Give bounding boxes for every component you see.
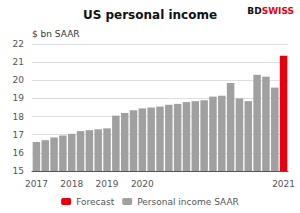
- svg-text:2017: 2017: [25, 179, 48, 189]
- svg-text:2020: 2020: [131, 179, 154, 189]
- svg-text:2019: 2019: [96, 179, 119, 189]
- svg-text:17: 17: [13, 130, 24, 140]
- svg-text:BD: BD: [247, 6, 261, 16]
- svg-text:$ bn SAAR: $ bn SAAR: [32, 29, 80, 39]
- svg-text:16: 16: [13, 148, 25, 158]
- svg-text:20: 20: [13, 75, 25, 85]
- svg-text:19: 19: [13, 93, 25, 103]
- svg-text:Personal income SAAR: Personal income SAAR: [137, 197, 239, 207]
- svg-text:22: 22: [13, 39, 24, 49]
- svg-text:18: 18: [13, 112, 25, 122]
- svg-text:2018: 2018: [60, 179, 83, 189]
- svg-text:2021: 2021: [272, 179, 295, 189]
- svg-text:US personal income: US personal income: [83, 8, 217, 22]
- svg-text:15: 15: [13, 166, 24, 176]
- svg-text:21: 21: [13, 57, 24, 67]
- svg-text:Forecast: Forecast: [76, 197, 115, 207]
- svg-text:SWISS: SWISS: [262, 6, 294, 16]
